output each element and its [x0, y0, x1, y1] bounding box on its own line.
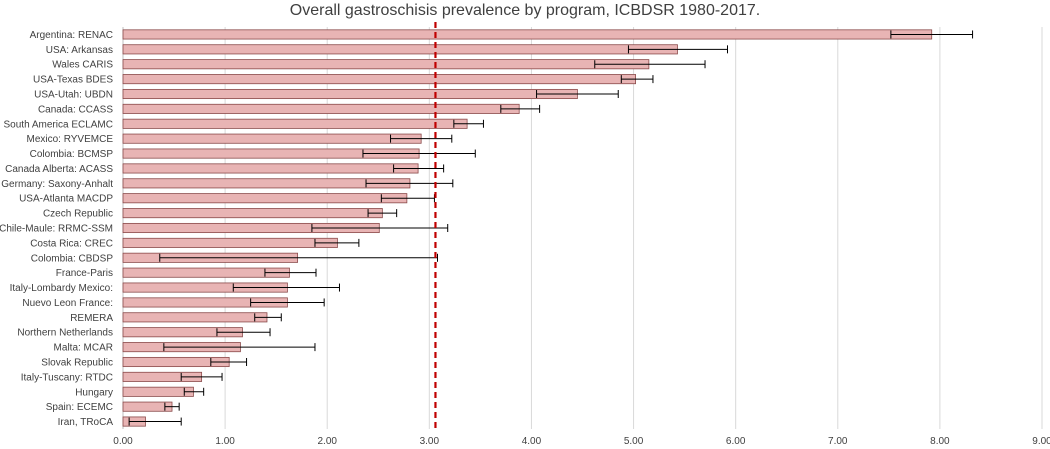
category-label: Canada: CCASS [38, 104, 113, 115]
category-label: Hungary [75, 387, 113, 398]
category-label: Colombia: CBDSP [31, 253, 114, 264]
category-label: USA: Arkansas [46, 45, 113, 56]
bar [122, 103, 520, 114]
category-label: Northern Netherlands [17, 328, 113, 339]
category-label: Italy-Tuscany: RTDC [21, 372, 113, 383]
category-label: Czech Republic [43, 209, 113, 220]
category-label: Nuevo Leon France: [22, 298, 113, 309]
bar [122, 118, 468, 129]
bar [122, 208, 383, 219]
category-label: Costa Rica: CREC [30, 238, 113, 249]
bar [122, 44, 678, 55]
x-tick-label: 2.00 [317, 436, 337, 447]
category-label: Canada Alberta: ACASS [5, 164, 113, 175]
x-tick-label: 1.00 [215, 436, 235, 447]
category-label: REMERA [70, 313, 113, 324]
category-label: South America ECLAMC [4, 119, 114, 130]
category-label: France-Paris [56, 268, 113, 279]
bar [122, 312, 268, 323]
x-tick-label: 9.00 [1032, 436, 1050, 447]
category-label: Germany: Saxony-Anhalt [1, 179, 113, 190]
category-label: Chile-Maule: RRMC-SSM [0, 224, 113, 235]
category-label: Spain: ECEMC [46, 402, 113, 413]
x-tick-label: 7.00 [828, 436, 848, 447]
category-label: Malta: MCAR [54, 343, 113, 354]
bar [122, 88, 578, 100]
bar [122, 133, 422, 144]
bar [122, 74, 636, 85]
category-label: Italy-Lombardy Mexico: [10, 283, 113, 294]
bar [122, 29, 933, 40]
category-label: Wales CARIS [52, 60, 113, 71]
category-label: USA-Atlanta MACDP [19, 194, 113, 205]
x-tick-label: 8.00 [930, 436, 950, 447]
category-label: Slovak Republic [41, 358, 113, 369]
bar [122, 59, 650, 70]
category-label: Colombia: BCMSP [30, 149, 114, 160]
chart-title: Overall gastroschisis prevalence by prog… [289, 2, 761, 19]
category-label: Argentina: RENAC [30, 30, 113, 41]
bar [122, 237, 338, 248]
bar [122, 386, 194, 397]
x-tick-label: 5.00 [624, 436, 644, 447]
category-label: USA-Texas BDES [33, 75, 113, 86]
category-label: Mexico: RYVEMCE [26, 134, 113, 145]
bar [122, 163, 419, 174]
bar [122, 193, 408, 204]
x-tick-label: 4.00 [522, 436, 542, 447]
x-tick-label: 0.00 [113, 436, 133, 447]
category-label: USA-Utah: UBDN [34, 90, 113, 101]
category-label: Iran, TRoCA [58, 417, 114, 428]
x-tick-label: 6.00 [726, 436, 746, 447]
x-tick-label: 3.00 [420, 436, 440, 447]
